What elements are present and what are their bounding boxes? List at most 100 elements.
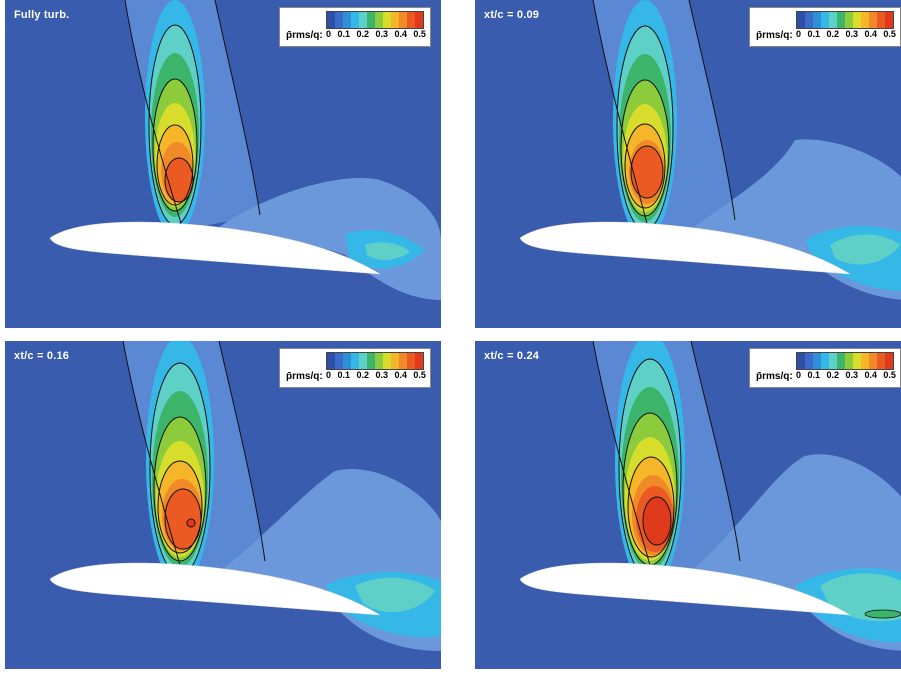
legend-swatch [813, 353, 821, 369]
pressure-contour-field [519, 341, 901, 651]
case-label: xt/c = 0.16 [14, 350, 70, 362]
legend-color-bar [326, 352, 424, 370]
legend-color-bar [796, 352, 894, 370]
contour-panel-xt-016: xt/c = 0.16 p̄rms/q: 0 0.1 0.2 0.3 0.4 0.5 [5, 341, 441, 669]
legend-swatch [391, 12, 399, 28]
legend-tick-label: 0.3 [375, 29, 388, 39]
legend-tick-label: 0.2 [826, 370, 839, 380]
legend-color-bar [796, 11, 894, 29]
legend-swatch [415, 12, 423, 28]
legend-tick-label: 0.3 [845, 370, 858, 380]
legend-tick-label: 0.2 [356, 29, 369, 39]
legend-swatch [837, 353, 845, 369]
legend-tick-label: 0.1 [807, 29, 820, 39]
legend-color-bar [326, 11, 424, 29]
legend-swatch [869, 353, 877, 369]
legend-swatch [359, 353, 367, 369]
airfoil-shape [49, 562, 381, 616]
pressure-contour-field [49, 0, 441, 300]
legend-title: p̄rms/q: [756, 30, 793, 41]
legend-tick-label: 0.2 [826, 29, 839, 39]
legend-swatch [367, 12, 375, 28]
legend-swatch [821, 12, 829, 28]
legend-swatch [805, 12, 813, 28]
legend-tick-label: 0.5 [883, 29, 896, 39]
legend-swatch [407, 12, 415, 28]
contour-panel-xt-024: xt/c = 0.24 p̄rms/q: 0 0.1 0.2 0.3 0.4 0.5 [475, 341, 901, 669]
legend-swatch [351, 12, 359, 28]
color-legend: p̄rms/q: 0 0.1 0.2 0.3 0.4 0.5 [749, 348, 901, 388]
color-legend: p̄rms/q: 0 0.1 0.2 0.3 0.4 0.5 [279, 348, 431, 388]
legend-swatch [829, 353, 837, 369]
legend-tick-label: 0.5 [413, 370, 426, 380]
legend-swatch [375, 12, 383, 28]
legend-tick-label: 0 [326, 370, 332, 380]
legend-swatch [383, 353, 391, 369]
legend-ticks: 0 0.1 0.2 0.3 0.4 0.5 [326, 29, 426, 39]
case-label: Fully turb. [14, 9, 70, 21]
legend-swatch [861, 353, 869, 369]
legend-swatch [885, 353, 893, 369]
legend-tick-label: 0.1 [337, 29, 350, 39]
legend-swatch [837, 12, 845, 28]
legend-swatch [813, 12, 821, 28]
legend-swatch [797, 12, 805, 28]
legend-swatch [375, 353, 383, 369]
legend-swatch [845, 12, 853, 28]
case-label: xt/c = 0.09 [484, 9, 540, 21]
case-label: xt/c = 0.24 [484, 350, 540, 362]
legend-tick-label: 0.2 [356, 370, 369, 380]
legend-swatch [327, 353, 335, 369]
legend-tick-label: 0.4 [864, 370, 877, 380]
color-legend: p̄rms/q: 0 0.1 0.2 0.3 0.4 0.5 [749, 7, 901, 47]
legend-swatch [877, 353, 885, 369]
legend-swatch [391, 353, 399, 369]
legend-swatch [885, 12, 893, 28]
legend-swatch [853, 353, 861, 369]
legend-tick-label: 0.4 [394, 29, 407, 39]
airfoil-shape [519, 221, 851, 275]
legend-swatch [351, 353, 359, 369]
legend-tick-label: 0.1 [337, 370, 350, 380]
legend-title: p̄rms/q: [286, 371, 323, 382]
legend-ticks: 0 0.1 0.2 0.3 0.4 0.5 [796, 29, 896, 39]
color-legend: p̄rms/q: 0 0.1 0.2 0.3 0.4 0.5 [279, 7, 431, 47]
legend-swatch [845, 353, 853, 369]
legend-tick-label: 0.4 [394, 370, 407, 380]
legend-title: p̄rms/q: [286, 30, 323, 41]
legend-tick-label: 0 [796, 370, 802, 380]
legend-swatch [821, 353, 829, 369]
contour-panel-xt-009: xt/c = 0.09 p̄rms/q: 0 0.1 0.2 0.3 0.4 0.5 [475, 0, 901, 328]
legend-tick-label: 0.5 [883, 370, 896, 380]
legend-ticks: 0 0.1 0.2 0.3 0.4 0.5 [796, 370, 896, 380]
legend-ticks: 0 0.1 0.2 0.3 0.4 0.5 [326, 370, 426, 380]
legend-swatch [367, 353, 375, 369]
legend-swatch [853, 12, 861, 28]
legend-swatch [343, 12, 351, 28]
legend-title: p̄rms/q: [756, 371, 793, 382]
pressure-contour-field [49, 341, 441, 651]
legend-tick-label: 0.3 [845, 29, 858, 39]
legend-swatch [335, 353, 343, 369]
legend-swatch [407, 353, 415, 369]
legend-swatch [343, 353, 351, 369]
legend-swatch [861, 12, 869, 28]
contour-panel-fully-turbulent: Fully turb. p̄rms/q: 0 0.1 0.2 0.3 0.4 0.5 [5, 0, 441, 328]
legend-tick-label: 0 [796, 29, 802, 39]
legend-swatch [829, 12, 837, 28]
airfoil-shape [519, 562, 851, 616]
legend-swatch [415, 353, 423, 369]
legend-swatch [327, 12, 335, 28]
legend-tick-label: 0 [326, 29, 332, 39]
airfoil-shape [49, 221, 381, 275]
legend-swatch [399, 353, 407, 369]
legend-swatch [335, 12, 343, 28]
legend-tick-label: 0.1 [807, 370, 820, 380]
legend-tick-label: 0.5 [413, 29, 426, 39]
legend-tick-label: 0.4 [864, 29, 877, 39]
legend-swatch [877, 12, 885, 28]
legend-swatch [869, 12, 877, 28]
legend-swatch [399, 12, 407, 28]
pressure-contour-field [519, 0, 901, 300]
legend-swatch [383, 12, 391, 28]
